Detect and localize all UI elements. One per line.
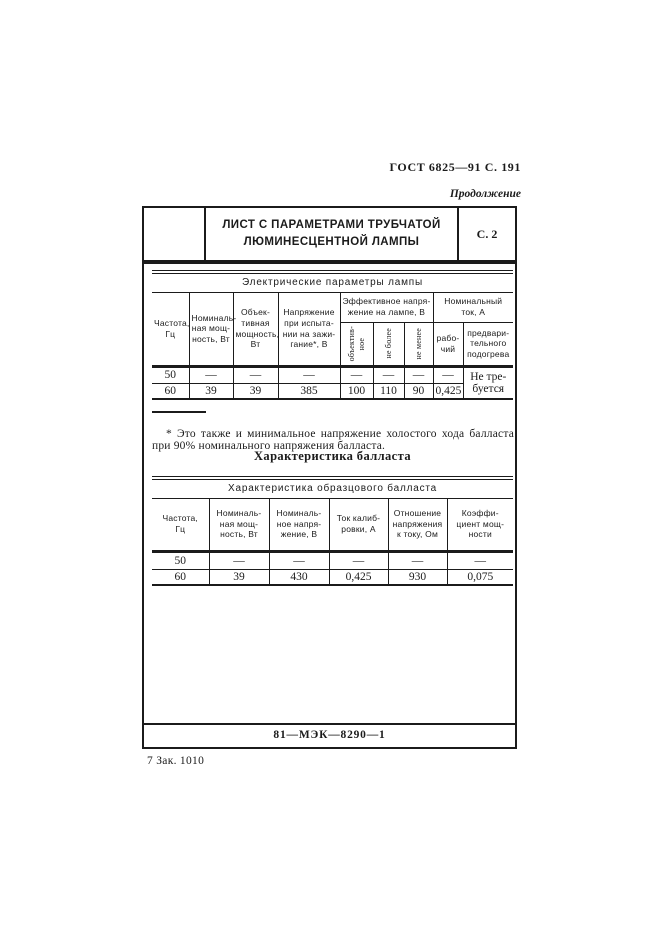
column-header-voltage-current-ratio: Отношение напряжения к току, Ом <box>388 498 448 553</box>
table-header-row: Частота, Гц Номиналь- ная мощ- ность, Вт… <box>152 498 514 553</box>
table-caption-row: Характеристика образцового балласта <box>152 476 514 499</box>
cell-value: 0,075 <box>447 569 514 586</box>
sheet-page-ref: С. 2 <box>457 208 515 260</box>
cell-value: 39 <box>189 383 234 400</box>
column-header-frequency: Частота, Гц <box>152 292 190 368</box>
cell-value: — <box>233 366 279 384</box>
subheader-not-more: не более <box>373 322 405 368</box>
document-code: 81—МЭК—8290—1 <box>144 723 515 747</box>
cell-value: 930 <box>388 569 448 586</box>
cell-value: 430 <box>269 569 330 586</box>
cell-value: 0,425 <box>433 383 464 400</box>
cell-frequency-60: 60 <box>152 383 190 400</box>
sheet-title: ЛИСТ С ПАРАМЕТРАМИ ТРУБЧАТОЙ ЛЮМИНЕСЦЕНТ… <box>222 219 441 248</box>
table-row-60hz: 60 39 39 385 100 110 90 0,425 <box>152 383 513 400</box>
column-header-ignition-voltage: Напряжение при испыта- нии на зажи- гани… <box>278 292 341 368</box>
table-row-50hz: 50 — — — — — <box>152 551 514 570</box>
ballast-section-heading: Характеристика балласта <box>254 449 411 463</box>
column-header-calibration-current: Ток калиб- ровки, А <box>329 498 389 553</box>
sheet-frame: ЛИСТ С ПАРАМЕТРАМИ ТРУБЧАТОЙ ЛЮМИНЕСЦЕНТ… <box>142 206 517 749</box>
cell-value: — <box>209 551 270 570</box>
cell-value: 385 <box>278 383 341 400</box>
cell-value: 110 <box>373 383 405 400</box>
cell-value: 90 <box>404 383 434 400</box>
print-order-note: 7 Зак. 1010 <box>147 755 205 767</box>
table-caption: Характеристика образцового балласта <box>152 476 514 499</box>
group-header-nominal-current: Номинальный ток, А <box>433 292 514 323</box>
cell-value: 0,425 <box>329 569 389 586</box>
cell-value: — <box>269 551 330 570</box>
cell-value: — <box>433 366 464 384</box>
table-subheader-row: объектив- ное не более не менее рабо- чи… <box>152 322 514 368</box>
cell-not-required-note: Не тре- буется <box>463 366 514 400</box>
column-header-nominal-power: Номиналь- ная мощ- ность, Вт <box>189 292 236 368</box>
sheet-title-empty-cell <box>144 208 206 260</box>
column-header-nominal-power: Номиналь- ная мощ- ность, Вт <box>209 498 270 553</box>
cell-frequency-50: 50 <box>152 551 210 570</box>
table-caption: Электрические параметры лампы <box>152 270 514 293</box>
column-header-nominal-voltage: Номиналь- ное напря- жение, В <box>269 498 330 553</box>
cell-frequency-60: 60 <box>152 569 210 586</box>
table-row-50hz: 50 — — — — — — — Не тре- буется <box>152 366 514 400</box>
cell-value: — <box>189 366 234 384</box>
table-header-row: Частота, Гц Номиналь- ная мощ- ность, Вт… <box>152 292 514 368</box>
sheet-title-row: ЛИСТ С ПАРАМЕТРАМИ ТРУБЧАТОЙ ЛЮМИНЕСЦЕНТ… <box>144 208 515 264</box>
column-header-power-factor: Коэффи- циент мощ- ности <box>447 498 514 553</box>
footnote-divider <box>152 411 206 413</box>
lamp-parameters-table: Электрические параметры лампы Частота, Г… <box>152 270 514 400</box>
cell-value: — <box>329 551 389 570</box>
subheader-not-less: не менее <box>404 322 434 368</box>
gost-standard-header: ГОСТ 6825—91 С. 191 <box>389 160 521 174</box>
cell-value: — <box>447 551 514 570</box>
subheader-preheat-current: предвари- тельного подогрева <box>463 322 514 368</box>
cell-value: — <box>373 366 405 384</box>
column-header-frequency: Частота, Гц <box>152 498 210 553</box>
table-caption-row: Электрические параметры лампы <box>152 270 514 293</box>
cell-value: 100 <box>340 383 374 400</box>
footnote-text: * Это также и минимальное напряжение хол… <box>152 427 514 453</box>
continuation-label: Продолжение <box>449 188 521 200</box>
table-row-60hz: 60 39 430 0,425 930 0,075 <box>152 569 514 586</box>
cell-frequency-50: 50 <box>152 366 190 384</box>
cell-value: 39 <box>209 569 270 586</box>
cell-value: — <box>388 551 448 570</box>
subheader-working-current: рабо- чий <box>433 322 464 368</box>
subheader-objective: объектив- ное <box>340 322 374 368</box>
cell-value: 39 <box>233 383 279 400</box>
column-header-objective-power: Объек- тивная мощность, Вт <box>233 292 279 368</box>
group-header-effective-voltage: Эффективное напря- жение на лампе, В <box>340 292 434 323</box>
ballast-characteristics-table: Характеристика образцового балласта Част… <box>152 476 514 586</box>
cell-value: — <box>404 366 434 384</box>
cell-value: — <box>278 366 341 384</box>
cell-value: — <box>340 366 374 384</box>
